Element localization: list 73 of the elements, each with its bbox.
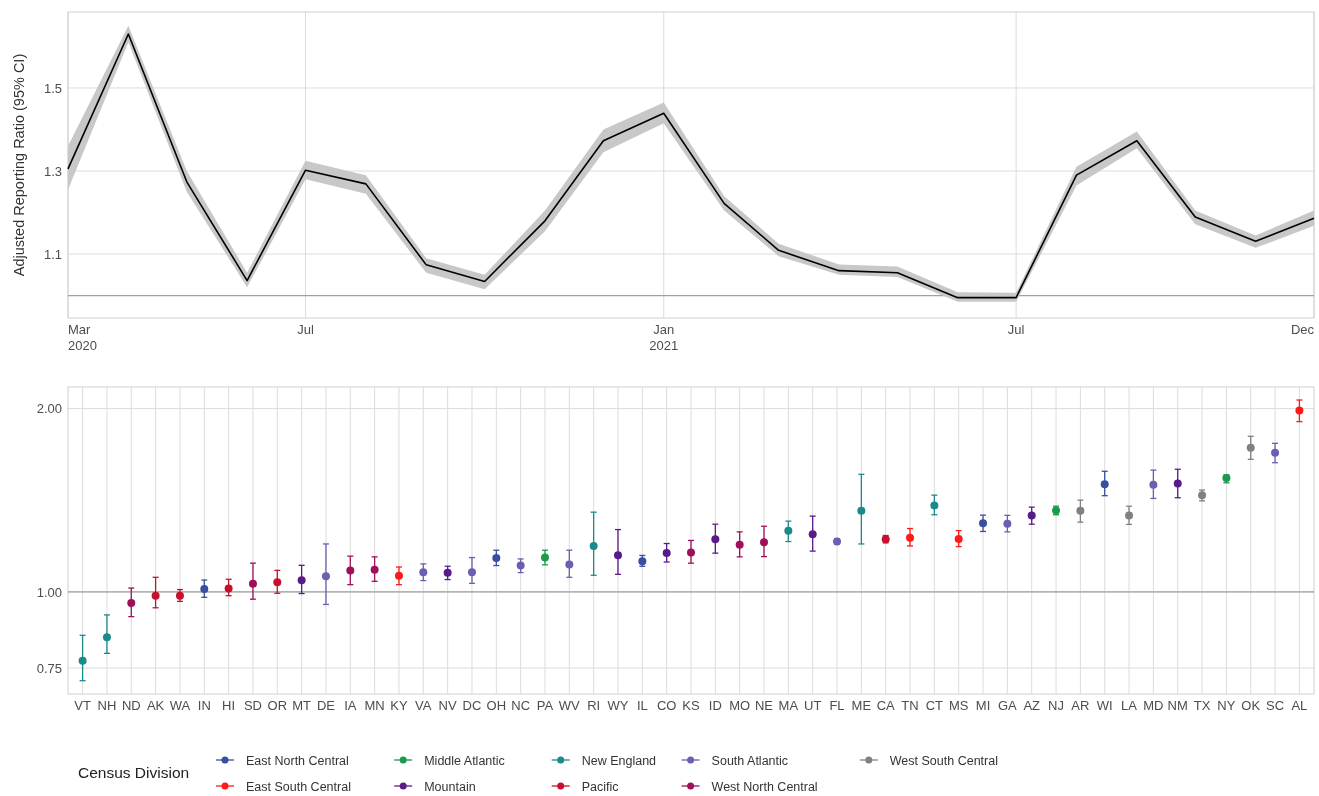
x-tick-label: NM [1167,698,1188,713]
x-tick-label: IN [197,698,211,713]
x-tick-label: AZ [1023,698,1041,713]
legend-label: East South Central [246,779,351,794]
x-tick-label: WY [607,698,629,713]
x-tick-label: OK [1241,698,1261,713]
x-tick-label: AR [1071,698,1090,713]
x-tick-label: PA [536,698,554,713]
x-tick-label: IL [636,698,648,713]
y-tick-label: 1.5 [43,80,62,96]
x-tick-label: HI [222,698,236,713]
y-tick-label: 1.00 [36,584,62,600]
x-tick-label: GA [997,698,1018,713]
x-tick-label: VT [74,698,91,713]
x-tick-label: UT [804,698,822,713]
x-tick-label: WI [1096,698,1113,713]
x-tick-label: MO [729,698,751,713]
x-tick-label: CA [876,698,896,713]
x-tick-label: MA [778,698,799,713]
x-tick-label: MS [948,698,969,713]
x-tick-label: AL [1291,698,1308,713]
x-tick-label: Jul [1007,322,1025,337]
x-tick-label: KS [682,698,700,713]
y-tick-label: 2.00 [36,401,62,417]
x-tick-label: VA [415,698,432,713]
x-tick-label: MI [975,698,991,713]
x-tick-label: NC [511,698,531,713]
x-tick-label: Jul [297,322,314,337]
x-tick-label: NH [97,698,117,713]
y-tick-label: 0.75 [36,660,62,676]
x-tick-label: DC [462,698,482,713]
x-tick-label: AK [146,698,165,713]
x-tick-label: NJ [1048,698,1064,713]
x-tick-label: SD [243,698,262,713]
x-tick-label: MN [364,698,385,713]
x-tick-label: IA [344,698,357,713]
x-tick-label: TN [901,698,919,713]
x-tick-label: WA [169,698,191,713]
x-tick-label: FL [829,698,845,713]
legend-label: Middle Atlantic [424,753,505,768]
x-tick-label: Jan 2021 [649,322,679,353]
x-tick-label: DE [316,698,336,713]
legend-title: Census Division [78,764,190,781]
legend-label: Mountain [424,779,476,794]
legend-label: West North Central [711,779,818,794]
legend-label: Pacific [581,779,619,794]
x-tick-label: TX [1193,698,1211,713]
legend-label: New England [581,753,657,768]
x-tick-label: CO [656,698,677,713]
x-tick-label: MT [292,698,312,713]
x-tick-label: Mar 2020 [68,322,97,353]
x-tick-label: NY [1217,698,1236,713]
x-tick-label: WV [558,698,581,713]
y-axis-title: Adjusted Reporting Ratio (95% CI) [11,53,27,277]
x-tick-label: SC [1266,698,1285,713]
y-tick-label: 1.3 [43,163,62,179]
x-tick-label: Dec [1290,322,1315,337]
x-tick-label: LA [1121,698,1138,713]
x-tick-label: ME [851,698,872,713]
x-tick-label: ND [121,698,141,713]
x-tick-label: KY [390,698,408,713]
x-tick-label: CT [925,698,944,713]
x-tick-label: RI [587,698,601,713]
x-tick-label: NE [754,698,774,713]
x-tick-label: OH [486,698,507,713]
legend-label: West South Central [889,753,998,768]
x-tick-label: ID [708,698,722,713]
x-tick-label: NV [438,698,457,713]
legend-label: East North Central [246,753,349,768]
x-tick-label: MD [1143,698,1164,713]
x-tick-label: OR [267,698,288,713]
legend-label: South Atlantic [711,753,789,768]
y-tick-label: 1.1 [43,246,62,262]
